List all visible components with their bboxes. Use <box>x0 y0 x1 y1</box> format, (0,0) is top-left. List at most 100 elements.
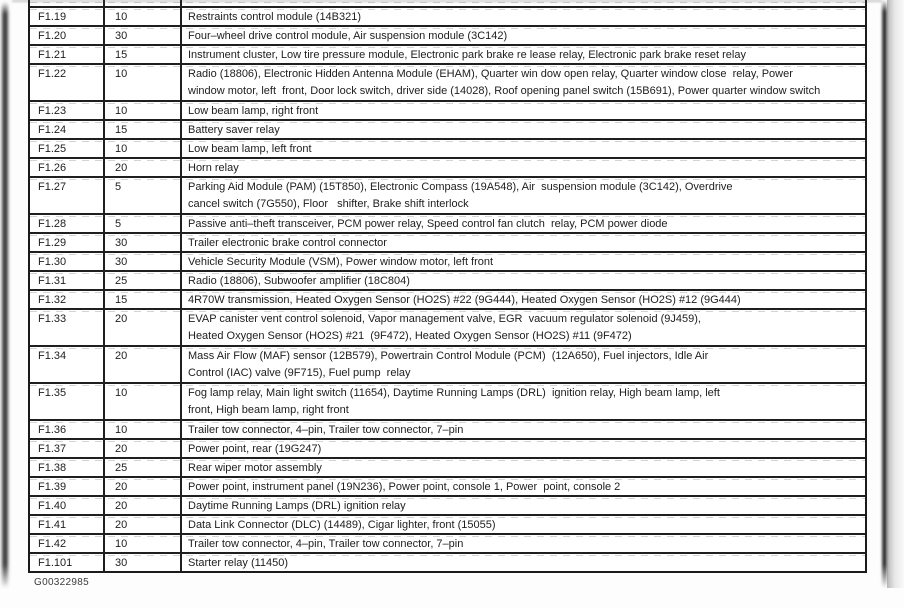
amperage-cell: 15 <box>105 121 182 138</box>
description-cell: Parking Aid Module (PAM) (15T850), Elect… <box>188 181 733 210</box>
description-cell: Battery saver relay <box>188 124 280 136</box>
table-row: F1.28 5 Passive anti–theft transceiver, … <box>30 213 865 232</box>
scan-shadow-right-edge <box>882 0 887 588</box>
fuse-id-cell: F1.39 <box>30 478 105 495</box>
table-row: F1.101 30 Starter relay (11450) <box>30 552 865 571</box>
amperage-cell: 15 <box>105 46 182 63</box>
description-cell: Vehicle Security Module (VSM), Power win… <box>188 256 494 268</box>
description-cell: Low beam lamp, left front <box>188 143 312 155</box>
table-row: F1.21 15 Instrument cluster, Low tire pr… <box>30 44 865 63</box>
table-row: F1.36 10 Trailer tow connector, 4–pin, T… <box>30 419 865 438</box>
amperage-cell: 10 <box>105 421 182 438</box>
description-cell: Fog lamp relay, Main light switch (11654… <box>188 387 720 416</box>
scan-shadow-left-edge <box>2 2 8 588</box>
scan-shadow-top-edge <box>12 0 882 2</box>
fuse-id-cell: F1.42 <box>30 535 105 552</box>
amperage-cell: 10 <box>105 8 182 25</box>
table-row-clipped-top <box>30 0 865 6</box>
fuse-id-cell: F1.25 <box>30 140 105 157</box>
fuse-id-cell: F1.101 <box>30 554 105 571</box>
fuse-id-cell: F1.22 <box>30 65 105 100</box>
fuse-id-cell: F1.37 <box>30 440 105 457</box>
amperage-cell: 25 <box>105 459 182 476</box>
table-row: F1.27 5 Parking Aid Module (PAM) (15T850… <box>30 176 865 213</box>
fuse-id-cell: F1.34 <box>30 347 105 382</box>
fuse-id-cell: F1.21 <box>30 46 105 63</box>
fuse-id-cell: F1.29 <box>30 234 105 251</box>
amperage-cell: 20 <box>105 478 182 495</box>
figure-code: G00322985 <box>34 577 89 588</box>
fuse-id-cell: F1.20 <box>30 27 105 44</box>
fuse-id-cell: F1.30 <box>30 253 105 270</box>
fuse-id-cell: F1.35 <box>30 384 105 419</box>
fuse-id-cell: F1.38 <box>30 459 105 476</box>
description-cell: Rear wiper motor assembly <box>188 462 322 474</box>
description-cell: Four–wheel drive control module, Air sus… <box>188 30 508 42</box>
description-cell: Power point, rear (19G247) <box>188 443 322 455</box>
amperage-cell: 25 <box>105 272 182 289</box>
table-row: F1.24 15 Battery saver relay <box>30 119 865 138</box>
fuse-id-cell: F1.36 <box>30 421 105 438</box>
amperage-cell: 10 <box>105 102 182 119</box>
description-cell: Daytime Running Lamps (DRL) ignition rel… <box>188 500 406 512</box>
table-row: F1.41 20 Data Link Connector (DLC) (1448… <box>30 514 865 533</box>
table-row: F1.38 25 Rear wiper motor assembly <box>30 457 865 476</box>
table-row: F1.25 10 Low beam lamp, left front <box>30 138 865 157</box>
fuse-id-cell: F1.27 <box>30 178 105 213</box>
description-cell: Trailer electronic brake control connect… <box>188 237 387 249</box>
table-row: F1.32 15 4R70W transmission, Heated Oxyg… <box>30 289 865 308</box>
table-row: F1.19 10 Restraints control module (14B3… <box>30 6 865 25</box>
fuse-id-cell: F1.26 <box>30 159 105 176</box>
table-row: F1.35 10 Fog lamp relay, Main light swit… <box>30 382 865 419</box>
description-cell: EVAP canister vent control solenoid, Vap… <box>188 313 701 342</box>
description-cell: Trailer tow connector, 4–pin, Trailer to… <box>188 538 464 550</box>
amperage-cell: 20 <box>105 159 182 176</box>
amperage-cell: 10 <box>105 140 182 157</box>
description-cell: Radio (18806), Electronic Hidden Antenna… <box>188 68 821 97</box>
fuse-id-cell <box>30 0 105 6</box>
amperage-cell: 20 <box>105 516 182 533</box>
amperage-cell: 10 <box>105 535 182 552</box>
amperage-cell: 10 <box>105 65 182 100</box>
description-cell: Power point, instrument panel (19N236), … <box>188 481 621 493</box>
amperage-cell: 20 <box>105 497 182 514</box>
description-cell: Passive anti–theft transceiver, PCM powe… <box>188 218 668 230</box>
table-row: F1.39 20 Power point, instrument panel (… <box>30 476 865 495</box>
amperage-cell: 30 <box>105 253 182 270</box>
amperage-cell: 30 <box>105 554 182 571</box>
amperage-cell: 20 <box>105 347 182 382</box>
fuse-id-cell: F1.40 <box>30 497 105 514</box>
amperage-cell: 30 <box>105 27 182 44</box>
description-cell: Trailer tow connector, 4–pin, Trailer to… <box>188 424 464 436</box>
description-cell: Mass Air Flow (MAF) sensor (12B579), Pow… <box>188 350 709 379</box>
fuse-id-cell: F1.31 <box>30 272 105 289</box>
fuse-id-cell: F1.41 <box>30 516 105 533</box>
amperage-cell: 30 <box>105 234 182 251</box>
table-row: F1.29 30 Trailer electronic brake contro… <box>30 232 865 251</box>
table-row: F1.34 20 Mass Air Flow (MAF) sensor (12B… <box>30 345 865 382</box>
description-cell: Restraints control module (14B321) <box>188 11 362 23</box>
fuse-id-cell: F1.19 <box>30 8 105 25</box>
description-cell: Low beam lamp, right front <box>188 105 319 117</box>
scan-shadow-right-fade <box>887 0 904 588</box>
table-row: F1.40 20 Daytime Running Lamps (DRL) ign… <box>30 495 865 514</box>
table-row: F1.31 25 Radio (18806), Subwoofer amplif… <box>30 270 865 289</box>
description-cell: Radio (18806), Subwoofer amplifier (18C8… <box>188 275 410 287</box>
fuse-id-cell: F1.33 <box>30 310 105 345</box>
description-cell: 4R70W transmission, Heated Oxygen Sensor… <box>188 294 741 306</box>
fuse-id-cell: F1.24 <box>30 121 105 138</box>
amperage-cell: 15 <box>105 291 182 308</box>
description-cell: Data Link Connector (DLC) (14489), Cigar… <box>188 519 496 531</box>
amperage-cell: 5 <box>105 215 182 232</box>
amperage-cell: 20 <box>105 310 182 345</box>
table-row: F1.20 30 Four–wheel drive control module… <box>30 25 865 44</box>
fuse-id-cell: F1.32 <box>30 291 105 308</box>
amperage-cell: 10 <box>105 384 182 419</box>
table-row: F1.23 10 Low beam lamp, right front <box>30 100 865 119</box>
fuse-id-cell: F1.28 <box>30 215 105 232</box>
table-row: F1.26 20 Horn relay <box>30 157 865 176</box>
table-row: F1.42 10 Trailer tow connector, 4–pin, T… <box>30 533 865 552</box>
amperage-cell: 5 <box>105 178 182 213</box>
table-row: F1.33 20 EVAP canister vent control sole… <box>30 308 865 345</box>
